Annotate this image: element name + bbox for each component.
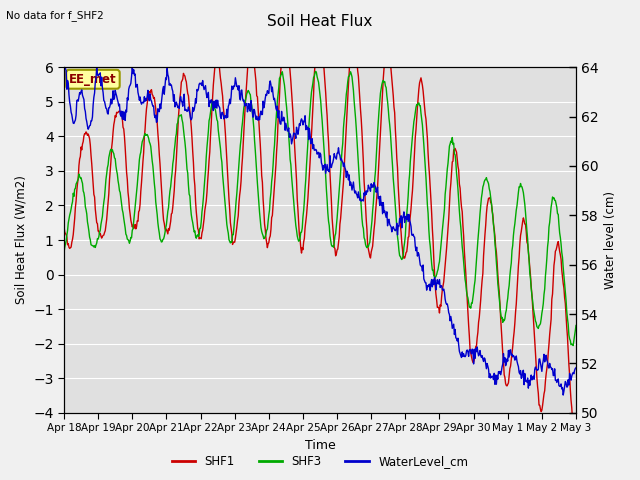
Text: EE_met: EE_met xyxy=(69,73,116,86)
Legend: SHF1, SHF3, WaterLevel_cm: SHF1, SHF3, WaterLevel_cm xyxy=(167,451,473,473)
Y-axis label: Soil Heat Flux (W/m2): Soil Heat Flux (W/m2) xyxy=(15,176,28,304)
Text: Soil Heat Flux: Soil Heat Flux xyxy=(268,14,372,29)
Text: No data for f_SHF2: No data for f_SHF2 xyxy=(6,10,104,21)
Y-axis label: Water level (cm): Water level (cm) xyxy=(604,191,617,289)
X-axis label: Time: Time xyxy=(305,439,335,452)
